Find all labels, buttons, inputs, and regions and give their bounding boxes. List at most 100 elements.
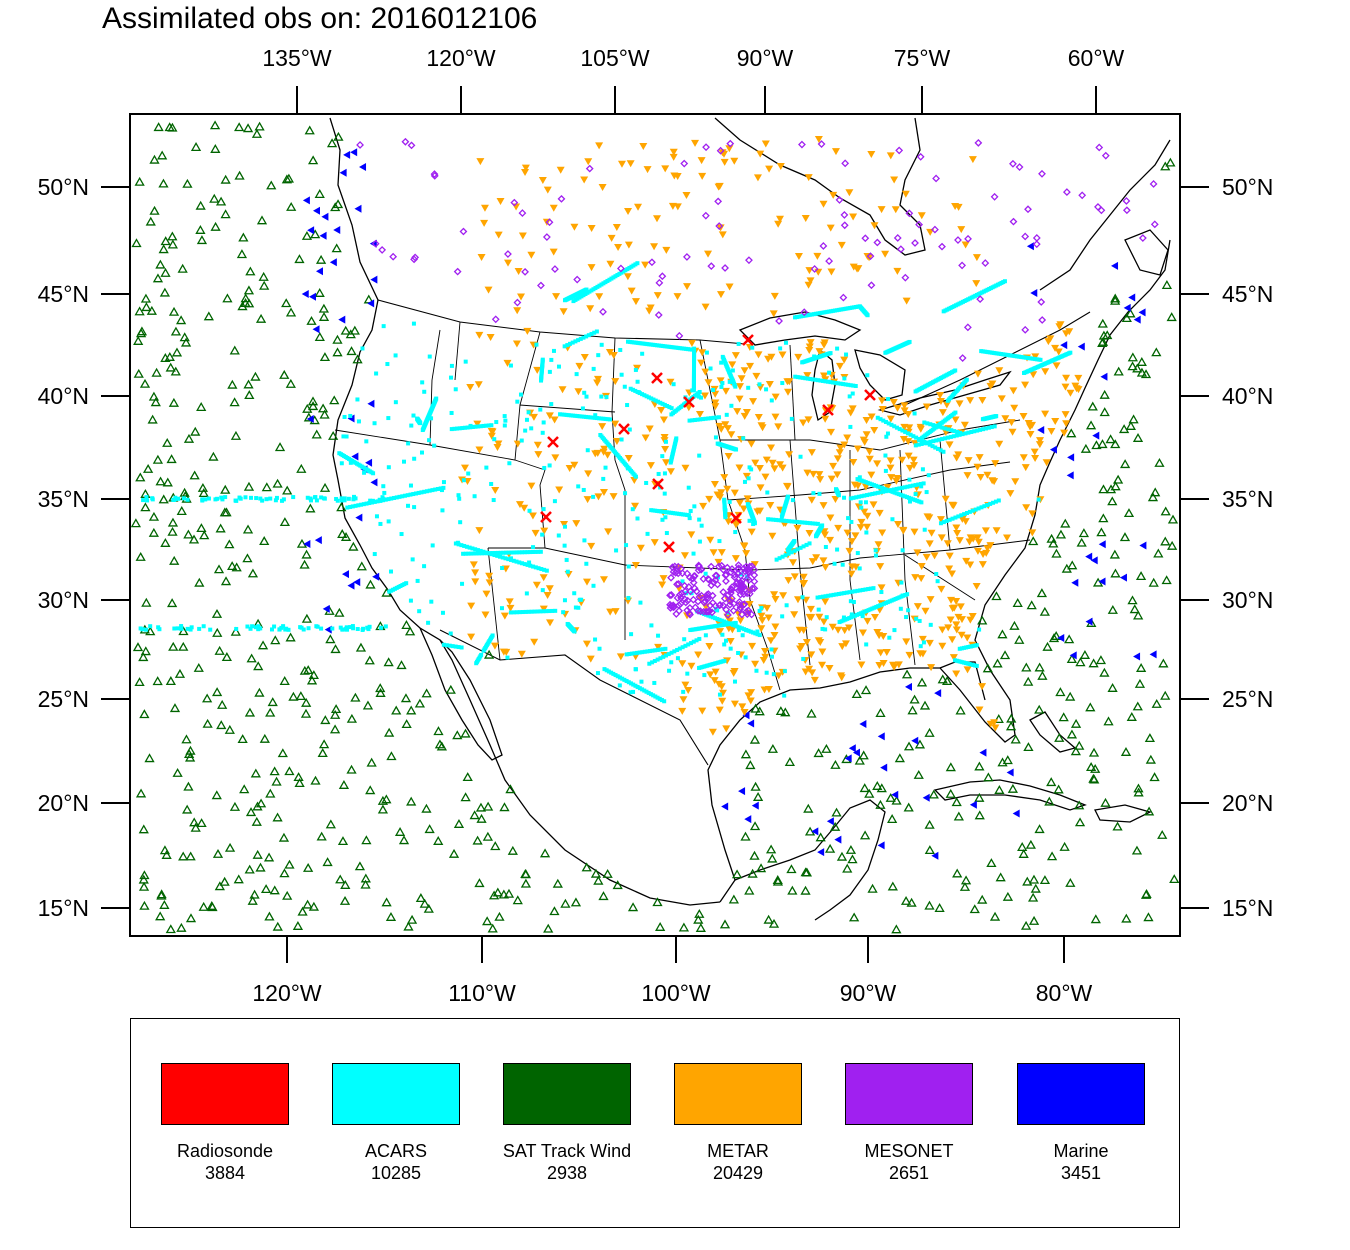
square-dot-marker: [629, 632, 634, 637]
triangle-left-marker: [350, 148, 358, 157]
triangle-down-marker: [724, 625, 733, 633]
triangle-down-marker: [695, 410, 704, 418]
triangle-up-marker: [483, 649, 495, 659]
square-dot-marker: [254, 496, 259, 501]
triangle-down-marker: [506, 604, 515, 612]
square-dot-marker: [660, 454, 665, 459]
triangle-up-marker: [983, 772, 994, 782]
triangle-up-marker: [277, 748, 288, 758]
square-dot-marker: [963, 431, 968, 436]
triangle-down-marker: [876, 563, 885, 571]
triangle-up-marker: [134, 306, 145, 316]
square-dot-marker: [663, 653, 668, 658]
square-dot-marker: [591, 366, 596, 371]
square-dot-marker: [905, 592, 910, 597]
triangle-up-marker: [360, 873, 371, 883]
triangle-down-marker: [978, 561, 987, 569]
triangle-up-marker: [919, 700, 931, 710]
square-dot-marker: [857, 475, 862, 480]
triangle-down-marker: [900, 423, 909, 431]
square-dot-marker: [348, 504, 353, 509]
square-dot-marker: [907, 495, 912, 500]
diamond-marker: [723, 563, 732, 572]
triangle-left-marker: [1067, 453, 1075, 462]
triangle-down-marker: [783, 483, 792, 491]
triangle-down-marker: [704, 250, 713, 258]
triangle-up-marker: [952, 868, 963, 878]
square-dot-marker: [889, 488, 894, 493]
triangle-up-marker: [401, 620, 412, 629]
triangle-up-marker: [655, 922, 666, 931]
square-dot-marker: [542, 465, 547, 470]
square-dot-marker: [875, 415, 880, 420]
triangle-up-marker: [474, 878, 485, 888]
square-dot-marker: [528, 550, 533, 555]
triangle-up-marker: [960, 875, 972, 885]
triangle-up-marker: [570, 897, 582, 907]
triangle-up-marker: [845, 844, 857, 854]
diamond-marker: [671, 568, 680, 577]
square-dot-marker: [722, 497, 727, 502]
triangle-down-marker: [764, 614, 773, 622]
legend-swatch: [845, 1063, 973, 1125]
square-dot-marker: [248, 495, 253, 500]
diamond-marker: [720, 594, 729, 603]
triangle-up-marker: [1169, 874, 1180, 884]
triangle-up-marker: [348, 541, 359, 551]
triangle-up-marker: [285, 307, 297, 317]
diamond-marker: [648, 258, 656, 267]
square-dot-marker: [348, 460, 353, 465]
square-dot-marker: [400, 494, 405, 499]
square-dot-marker: [962, 512, 967, 517]
triangle-up-marker: [257, 640, 269, 650]
triangle-up-marker: [242, 524, 254, 534]
triangle-down-marker: [595, 142, 604, 150]
triangle-up-marker: [139, 870, 150, 880]
square-dot-marker: [789, 519, 794, 524]
triangle-up-marker: [361, 835, 372, 845]
triangle-up-marker: [185, 851, 196, 861]
square-dot-marker: [940, 425, 945, 430]
triangle-down-marker: [758, 424, 767, 432]
triangle-down-marker: [863, 512, 872, 520]
square-dot-marker: [680, 645, 685, 650]
square-dot-marker: [268, 496, 273, 501]
diamond-marker: [734, 564, 743, 573]
diamond-marker: [744, 606, 753, 615]
square-dot-marker: [736, 341, 741, 346]
square-dot-marker: [879, 590, 884, 595]
diamond-marker: [701, 211, 710, 220]
triangle-left-marker: [303, 539, 311, 548]
square-dot-marker: [659, 698, 664, 703]
triangle-down-marker: [904, 452, 913, 460]
square-dot-marker: [653, 694, 658, 699]
square-dot-marker: [935, 579, 940, 584]
triangle-up-marker: [209, 120, 221, 130]
triangle-left-marker: [343, 150, 351, 159]
square-dot-marker: [940, 437, 945, 442]
square-dot-marker: [839, 591, 844, 596]
square-dot-marker: [928, 439, 933, 444]
triangle-up-marker: [167, 122, 178, 132]
square-dot-marker: [484, 465, 489, 470]
triangle-down-marker: [803, 469, 812, 477]
triangle-down-marker: [639, 143, 648, 151]
triangle-down-marker: [973, 370, 982, 378]
triangle-up-marker: [279, 676, 290, 686]
triangle-down-marker: [717, 425, 726, 433]
square-dot-marker: [617, 683, 622, 688]
triangle-up-marker: [842, 863, 853, 873]
square-dot-marker: [538, 609, 543, 614]
square-dot-marker: [538, 549, 543, 554]
triangle-up-marker: [293, 772, 304, 782]
triangle-down-marker: [944, 624, 953, 632]
square-dot-marker: [647, 649, 652, 654]
triangle-up-marker: [304, 125, 315, 135]
triangle-down-marker: [474, 381, 483, 389]
square-dot-marker: [918, 644, 923, 649]
triangle-down-marker: [881, 250, 890, 258]
diamond-marker: [667, 591, 676, 599]
triangle-down-marker: [730, 157, 739, 165]
triangle-down-marker: [836, 672, 845, 680]
square-dot-marker: [820, 378, 825, 383]
